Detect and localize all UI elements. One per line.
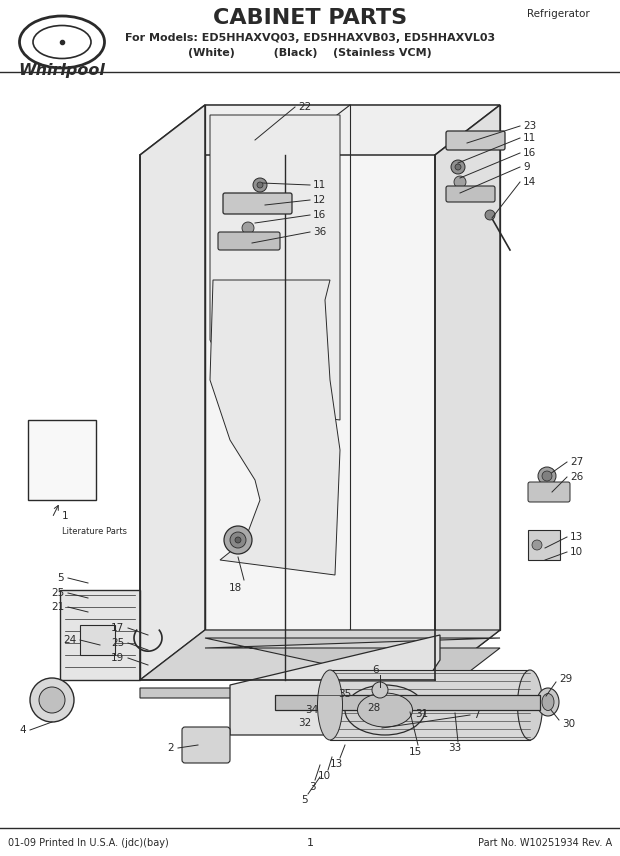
FancyBboxPatch shape <box>223 193 292 214</box>
Text: 36: 36 <box>313 227 326 237</box>
Polygon shape <box>140 105 205 680</box>
Bar <box>330 670 530 740</box>
Text: 27: 27 <box>570 457 583 467</box>
Text: 23: 23 <box>523 121 536 131</box>
Text: 5: 5 <box>301 795 308 805</box>
Text: Whirlpool: Whirlpool <box>19 62 105 78</box>
Circle shape <box>538 467 556 485</box>
Text: 21: 21 <box>51 602 64 612</box>
Text: 33: 33 <box>448 743 462 753</box>
Ellipse shape <box>542 693 554 710</box>
Text: 1: 1 <box>306 838 314 848</box>
Text: 11: 11 <box>523 133 536 143</box>
Text: 7: 7 <box>473 710 480 720</box>
Text: 6: 6 <box>373 665 379 675</box>
FancyBboxPatch shape <box>446 186 495 202</box>
Ellipse shape <box>317 670 342 740</box>
Polygon shape <box>210 280 340 575</box>
Text: eReplacementParts.com: eReplacementParts.com <box>216 423 404 437</box>
Polygon shape <box>140 630 500 680</box>
Text: 30: 30 <box>562 719 575 729</box>
Text: 13: 13 <box>570 532 583 542</box>
Text: 28: 28 <box>367 703 380 713</box>
Text: 24: 24 <box>63 635 76 645</box>
Text: 16: 16 <box>313 210 326 220</box>
Polygon shape <box>140 638 500 698</box>
Text: 25: 25 <box>111 638 124 648</box>
Circle shape <box>235 537 241 543</box>
Text: For Models: ED5HHAXVQ03, ED5HHAXVB03, ED5HHAXVL03: For Models: ED5HHAXVQ03, ED5HHAXVB03, ED… <box>125 33 495 43</box>
Ellipse shape <box>345 685 425 735</box>
Text: 10: 10 <box>570 547 583 557</box>
Text: 13: 13 <box>329 759 343 769</box>
Text: 1: 1 <box>62 511 69 521</box>
Polygon shape <box>230 635 440 735</box>
FancyBboxPatch shape <box>80 625 115 655</box>
Polygon shape <box>140 105 500 155</box>
Text: (White)          (Black)    (Stainless VCM): (White) (Black) (Stainless VCM) <box>188 48 432 58</box>
Text: 14: 14 <box>523 177 536 187</box>
Circle shape <box>485 210 495 220</box>
Polygon shape <box>60 590 140 680</box>
Text: 3: 3 <box>309 782 316 792</box>
Circle shape <box>39 687 65 713</box>
Text: CABINET PARTS: CABINET PARTS <box>213 8 407 28</box>
Text: Literature Parts: Literature Parts <box>62 527 127 537</box>
Polygon shape <box>210 115 340 420</box>
Text: Part No. W10251934 Rev. A: Part No. W10251934 Rev. A <box>478 838 612 848</box>
Text: 15: 15 <box>409 747 422 757</box>
Circle shape <box>455 164 461 170</box>
Text: 10: 10 <box>317 771 330 781</box>
Bar <box>28 420 96 500</box>
Circle shape <box>451 160 465 174</box>
Text: 12: 12 <box>313 195 326 205</box>
FancyBboxPatch shape <box>528 482 570 502</box>
Ellipse shape <box>537 688 559 716</box>
Circle shape <box>454 176 466 188</box>
Text: 18: 18 <box>228 583 242 593</box>
Ellipse shape <box>518 670 542 740</box>
Circle shape <box>224 526 252 554</box>
Circle shape <box>253 178 267 192</box>
FancyBboxPatch shape <box>528 530 560 560</box>
Text: 9: 9 <box>523 162 529 172</box>
FancyBboxPatch shape <box>182 727 230 763</box>
Circle shape <box>230 532 246 548</box>
Circle shape <box>542 471 552 481</box>
Text: 26: 26 <box>570 472 583 482</box>
Text: 19: 19 <box>111 653 124 663</box>
Text: 4: 4 <box>19 725 26 735</box>
Text: 32: 32 <box>298 718 311 728</box>
Text: 2: 2 <box>167 743 174 753</box>
Polygon shape <box>205 105 500 630</box>
Text: 34: 34 <box>305 705 318 715</box>
Circle shape <box>532 540 542 550</box>
Text: 25: 25 <box>51 588 64 598</box>
Text: 01-09 Printed In U.S.A. (jdc)(bay): 01-09 Printed In U.S.A. (jdc)(bay) <box>8 838 169 848</box>
Text: 29: 29 <box>559 674 572 684</box>
Text: 31: 31 <box>415 709 428 719</box>
Text: 35: 35 <box>338 689 352 699</box>
Text: 16: 16 <box>523 148 536 158</box>
Text: 22: 22 <box>298 102 311 112</box>
FancyBboxPatch shape <box>218 232 280 250</box>
Circle shape <box>257 182 263 188</box>
Text: 5: 5 <box>58 573 64 583</box>
Ellipse shape <box>358 693 412 727</box>
Text: Refrigerator: Refrigerator <box>527 9 590 19</box>
Circle shape <box>372 682 388 698</box>
Circle shape <box>242 222 254 234</box>
Circle shape <box>30 678 74 722</box>
Text: 11: 11 <box>313 180 326 190</box>
Text: 17: 17 <box>111 623 124 633</box>
Bar <box>275 695 540 710</box>
Polygon shape <box>435 105 500 680</box>
FancyBboxPatch shape <box>446 131 505 150</box>
